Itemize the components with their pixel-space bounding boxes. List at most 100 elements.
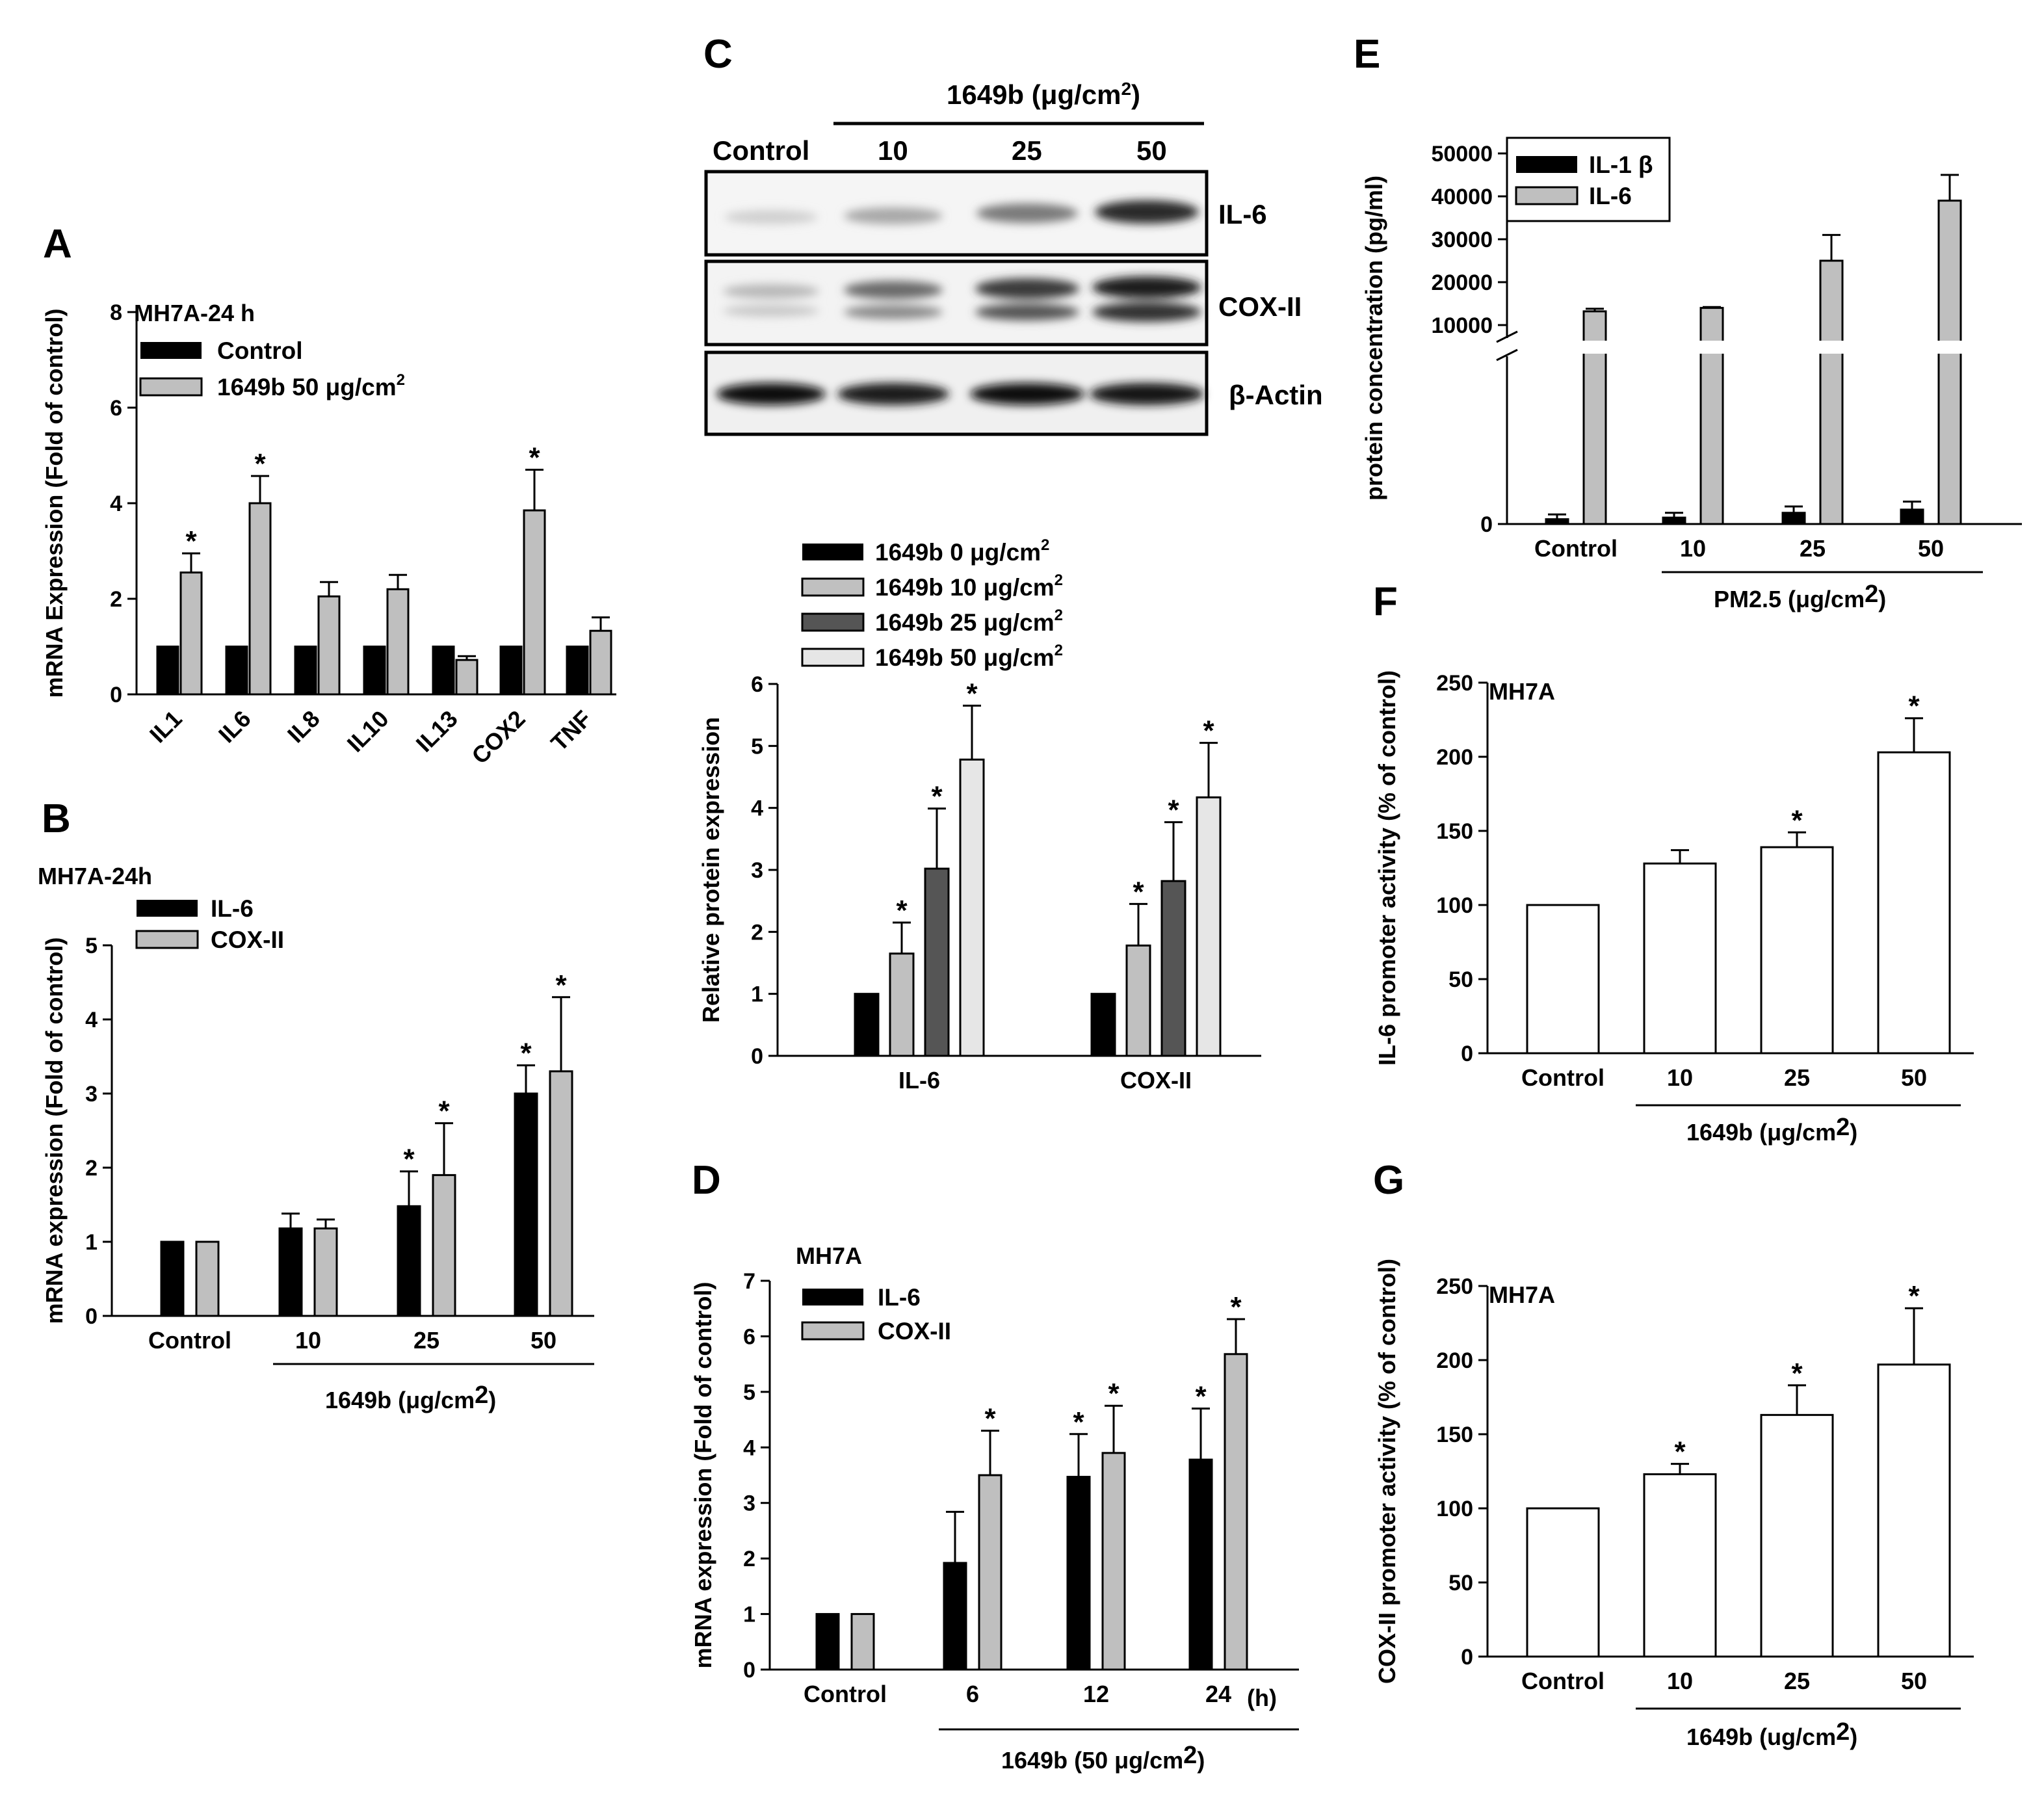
panel-g-ytick-label: 50	[1448, 1571, 1473, 1595]
panel-c-significance-star: *	[1168, 794, 1179, 826]
panel-b-ytick-label: 0	[85, 1304, 98, 1329]
panel-b-significance-star: *	[520, 1038, 532, 1069]
panel-label-c: C	[703, 32, 733, 77]
panel-b-significance-star: *	[438, 1095, 450, 1127]
panel-b-bar	[397, 1205, 421, 1317]
panel-d-ytick-label: 6	[743, 1324, 755, 1349]
panel-a-ytick-label: 2	[110, 587, 122, 612]
panel-c-bar	[924, 867, 950, 1057]
panel-c-xtick-label: IL-6	[898, 1067, 940, 1094]
panel-c-ytick-label: 6	[751, 672, 763, 697]
legend-swatch-il6-d	[802, 1289, 863, 1305]
panel-f-group-label: 1649b (μg/cm2)	[1686, 1114, 1857, 1146]
panel-b-bar	[160, 1240, 185, 1317]
panel-c-bar	[889, 952, 915, 1057]
panel-a-xtick-label: TNF	[545, 705, 596, 756]
panel-c-significance-star: *	[896, 895, 908, 926]
panel-b-ytick-label: 4	[85, 1008, 98, 1032]
panel-d-legend: IL-6 COX-II	[801, 1284, 951, 1344]
panel-d-ytick-label: 2	[743, 1547, 755, 1571]
panel-b-bar	[549, 1070, 573, 1317]
panel-g-subtitle: MH7A	[1489, 1281, 1555, 1308]
panel-b-ytick-label: 3	[85, 1082, 98, 1107]
legend-label-il1b: IL-1 β	[1589, 151, 1653, 178]
legend-label-1649b: 1649b 50 μg/cm2	[217, 371, 405, 400]
panel-e-break-gap	[1818, 341, 1845, 354]
cox2-band-10-a	[844, 281, 943, 299]
panel-b-bar	[432, 1174, 456, 1317]
panel-d-group-label: 1649b (50 μg/cm2)	[1001, 1742, 1205, 1774]
legend-label-il6-e: IL-6	[1589, 183, 1632, 209]
il6-band-25	[976, 203, 1078, 223]
panel-d-ytick-label: 1	[743, 1603, 755, 1627]
cox2-bands	[723, 276, 1201, 322]
panel-c-ytick-label: 4	[751, 796, 763, 821]
blot-treatment-label: 1649b (μg/cm2)	[947, 79, 1140, 110]
panel-b-legend: IL-6 COX-II	[135, 895, 284, 953]
legend-box-e	[1506, 137, 1671, 222]
panel-a-subtitle: MH7A-24 h	[134, 300, 255, 326]
panel-a-bar	[566, 646, 589, 696]
panel-a-bar	[455, 659, 478, 696]
legend-swatch-1649b	[139, 377, 203, 397]
actin-bands	[716, 383, 1204, 405]
panel-a-ytick-label: 6	[110, 396, 122, 421]
panel-c-ytick-label: 1	[751, 982, 763, 1007]
panel-f-xtick-label: Control	[1521, 1064, 1605, 1091]
legend-swatch-cox2	[135, 930, 199, 949]
panel-c-ytick-label: 3	[751, 858, 763, 883]
panel-f-ytick-label: 250	[1436, 671, 1473, 696]
western-blot: 1649b (μg/cm2) Control 10 25 50 IL-6	[704, 79, 1323, 436]
panel-f-bar	[1760, 846, 1834, 1055]
panel-d-xtick-label: 24	[1205, 1681, 1231, 1707]
panel-d-bar	[1188, 1458, 1213, 1671]
panel-a-ytick-label: 8	[110, 300, 122, 325]
legend-swatch-cox2-d	[801, 1321, 865, 1341]
legend-label-10: 1649b 10 μg/cm2	[875, 571, 1063, 601]
panel-label-d: D	[692, 1158, 721, 1203]
panel-g-xtick-label: 10	[1667, 1668, 1693, 1694]
panel-d-ytick-label: 3	[743, 1491, 755, 1516]
il6-band-10	[844, 207, 943, 224]
panel-a-bar	[386, 588, 410, 696]
panel-b-bar	[195, 1240, 220, 1317]
legend-label-0: 1649b 0 μg/cm2	[875, 536, 1049, 566]
panel-a-xtick-label: IL6	[213, 705, 256, 748]
actin-band-25	[970, 383, 1084, 405]
panel-e-bar	[1819, 259, 1844, 525]
panel-f-ytick-label: 200	[1436, 745, 1473, 770]
panel-d-bar	[1101, 1452, 1126, 1671]
panel-a-significance-star: *	[254, 448, 266, 480]
panel-d-ytick-label: 4	[743, 1436, 755, 1460]
panel-c-significance-star: *	[931, 781, 943, 813]
panel-f-significance-star: *	[1791, 804, 1803, 836]
panel-d-ylabel: mRNA expression (Fold of control)	[690, 1282, 716, 1669]
panel-f-bar	[1526, 904, 1600, 1055]
panel-g-xtick-label: 25	[1784, 1668, 1810, 1694]
panel-c-significance-star: *	[966, 677, 978, 709]
panel-a-xtick-label: IL8	[282, 705, 325, 748]
panel-d-bar	[1066, 1476, 1091, 1671]
panel-f-xtick-label: 10	[1667, 1064, 1693, 1091]
legend-swatch-il6	[137, 900, 198, 917]
panel-c-bar	[1090, 993, 1116, 1057]
panel-e-ytick-label: 20000	[1431, 270, 1493, 295]
panel-b-ytick-label: 1	[85, 1230, 98, 1255]
panel-a-significance-star: *	[185, 525, 197, 557]
panel-d-significance-star: *	[1230, 1291, 1242, 1323]
panel-c-bar	[1196, 796, 1222, 1057]
panel-c-ytick-label: 2	[751, 920, 763, 945]
blot-lane-control: Control	[713, 135, 809, 166]
blot-row-actin: β-Actin	[1229, 380, 1323, 410]
panel-f-ytick-label: 150	[1436, 819, 1473, 844]
panel-a-bar	[317, 595, 341, 696]
panel-g-group-label: 1649b (ug/cm2)	[1686, 1718, 1857, 1750]
panel-a-bar	[363, 646, 386, 696]
panel-e-bar	[1662, 516, 1686, 525]
panel-c-ytick-label: 5	[751, 734, 763, 759]
blot-row-il6: IL-6	[1218, 199, 1267, 230]
panel-label-a: A	[43, 222, 72, 267]
panel-f-subtitle: MH7A	[1489, 678, 1555, 705]
panel-d-significance-star: *	[984, 1403, 996, 1435]
panel-g-bar	[1760, 1413, 1834, 1658]
